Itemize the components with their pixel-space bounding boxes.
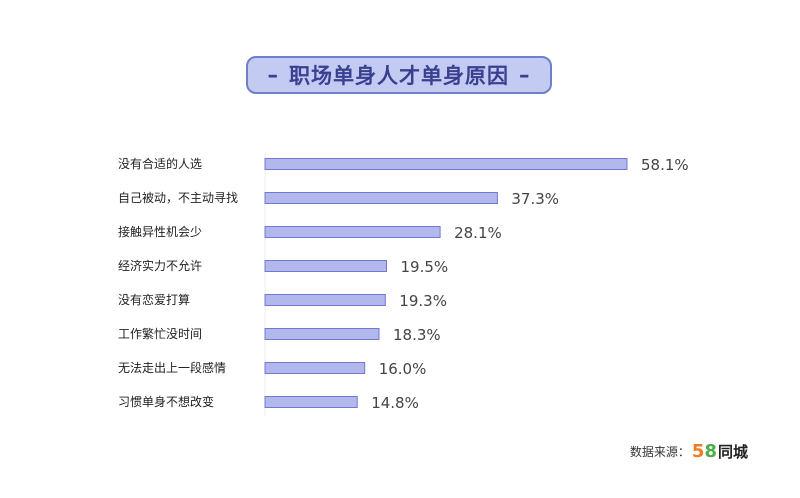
- title-dash-left: –: [267, 63, 279, 87]
- bar: [264, 226, 441, 238]
- bar: [264, 362, 366, 374]
- category-label: 习惯单身不想改变: [118, 394, 214, 409]
- category-label: 无法走出上一段感情: [118, 360, 226, 375]
- value-label: 37.3%: [511, 190, 559, 208]
- logo-digit-5: 5: [691, 441, 705, 462]
- bar: [264, 260, 387, 272]
- category-label: 工作繁忙没时间: [118, 326, 202, 341]
- bar: [264, 396, 358, 408]
- logo-text: 同城: [717, 443, 748, 461]
- value-label: 28.1%: [454, 224, 502, 242]
- data-source: 数据来源： 5 8 同城: [630, 441, 748, 462]
- bar: [264, 328, 380, 340]
- value-label: 19.3%: [399, 292, 447, 310]
- category-label: 经济实力不允许: [118, 258, 202, 273]
- logo-digit-8: 8: [704, 441, 717, 462]
- bar: [264, 192, 498, 204]
- value-label: 19.5%: [401, 258, 449, 276]
- value-label: 14.8%: [371, 394, 419, 412]
- value-label: 16.0%: [379, 360, 427, 378]
- chart-title: – 职场单身人才单身原因 –: [246, 56, 552, 94]
- value-label: 18.3%: [393, 326, 441, 344]
- source-label: 数据来源：: [629, 445, 690, 459]
- category-label: 接触异性机会少: [118, 224, 202, 239]
- category-label: 没有恋爱打算: [118, 292, 190, 307]
- bar: [264, 294, 386, 306]
- chart-title-text: 职场单身人才单身原因: [289, 64, 509, 88]
- 58-tongcheng-logo: 5 8 同城: [692, 441, 748, 462]
- category-label: 自己被动，不主动寻找: [118, 191, 238, 205]
- category-label: 没有合适的人选: [118, 156, 202, 171]
- value-label: 58.1%: [641, 156, 689, 174]
- bar: [264, 158, 628, 170]
- title-dash-right: –: [519, 63, 531, 87]
